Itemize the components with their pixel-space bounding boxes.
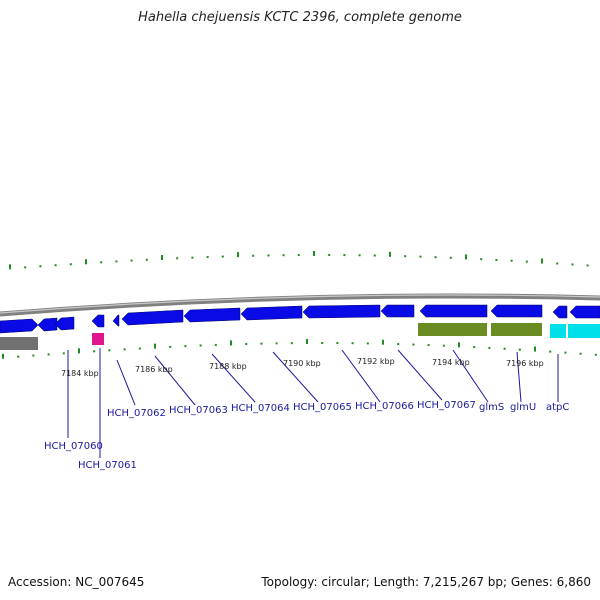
gene-arrow[interactable] xyxy=(302,304,381,319)
gene-arrow[interactable] xyxy=(54,316,75,331)
gene-label[interactable]: HCH_07066 xyxy=(355,401,414,412)
cyan-feature-1[interactable] xyxy=(550,324,566,338)
genome-summary-text: Topology: circular; Length: 7,215,267 bp… xyxy=(261,575,591,589)
gene-arrow[interactable] xyxy=(490,304,543,318)
genome-backbone xyxy=(0,293,600,317)
pseudogene-feature[interactable] xyxy=(92,333,104,345)
gene-arrow[interactable] xyxy=(183,307,241,323)
gene-label[interactable]: HCH_07062 xyxy=(107,408,166,419)
connector-line xyxy=(211,353,256,403)
rna-feature-glms[interactable] xyxy=(418,323,487,336)
gene-label[interactable]: atpC xyxy=(546,402,569,413)
gene-arrow[interactable] xyxy=(569,305,600,319)
gene-arrow[interactable] xyxy=(112,314,120,327)
gene-label[interactable]: HCH_07063 xyxy=(169,405,228,416)
map-title: Hahella chejuensis KCTC 2396, complete g… xyxy=(138,10,462,25)
connector-line xyxy=(516,351,522,403)
gene-label[interactable]: HCH_07065 xyxy=(293,402,352,413)
accession-text: Accession: NC_007645 xyxy=(8,575,145,589)
gene-arrow[interactable] xyxy=(91,314,105,328)
gene-label[interactable]: HCH_07061 xyxy=(78,460,137,471)
gene-arrow[interactable] xyxy=(121,309,184,326)
scale-label: 7192 kbp xyxy=(357,357,395,366)
scale-label: 7186 kbp xyxy=(135,365,173,374)
genome-backbone-highlight xyxy=(0,294,600,314)
cyan-feature-2[interactable] xyxy=(568,324,600,338)
gene-arrow[interactable] xyxy=(552,305,568,319)
gene-arrow[interactable] xyxy=(0,318,39,334)
connector-line xyxy=(116,359,136,406)
connector-line xyxy=(154,355,196,406)
gene-arrow[interactable] xyxy=(380,304,415,318)
gene-label[interactable]: glmS xyxy=(479,402,504,413)
feature-track xyxy=(0,323,600,350)
scale-label: 7190 kbp xyxy=(283,359,321,368)
gene-label[interactable]: HCH_07067 xyxy=(417,400,476,411)
gene-label[interactable]: HCH_07060 xyxy=(44,441,103,452)
gray-feature[interactable] xyxy=(0,337,38,350)
gene-track xyxy=(0,304,600,334)
gene-arrow[interactable] xyxy=(240,305,303,321)
outer-tick-row xyxy=(9,251,589,270)
connector-line xyxy=(397,349,443,401)
gene-arrow[interactable] xyxy=(37,317,58,332)
connector-line xyxy=(452,349,489,403)
scale-label: 7196 kbp xyxy=(506,359,544,368)
connector-line xyxy=(341,349,381,403)
gene-arrow[interactable] xyxy=(419,304,488,318)
scale-label: 7188 kbp xyxy=(209,362,247,371)
label-connectors xyxy=(67,348,559,458)
scale-label: 7184 kbp xyxy=(61,369,99,378)
scale-label: 7194 kbp xyxy=(432,358,470,367)
connector-line xyxy=(272,351,319,403)
inner-tick-row xyxy=(2,339,597,359)
gene-label[interactable]: glmU xyxy=(510,402,536,413)
rna-feature-glmu[interactable] xyxy=(491,323,542,336)
gene-label[interactable]: HCH_07064 xyxy=(231,403,290,414)
